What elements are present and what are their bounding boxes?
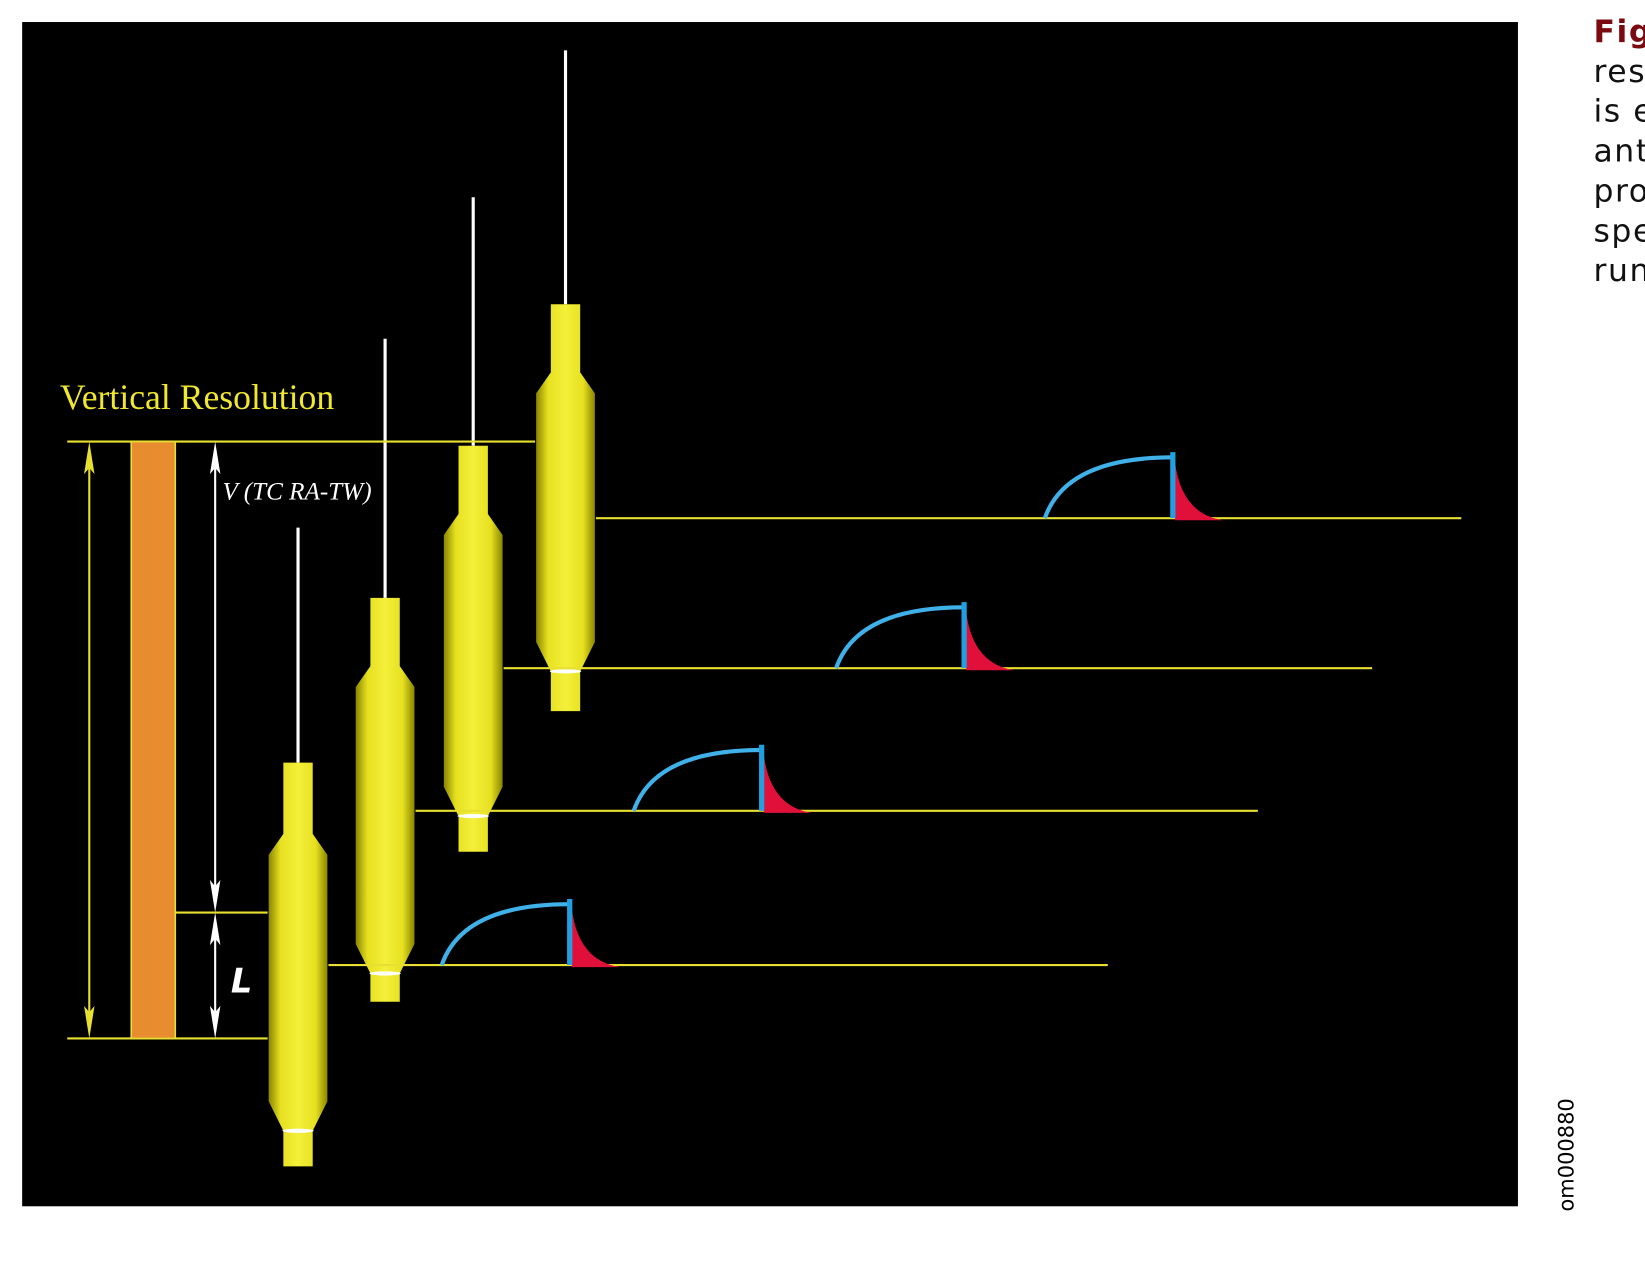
tool-body: [355, 597, 415, 1002]
caption-line: res: [1593, 54, 1645, 90]
arc: [834, 605, 965, 669]
response: [328, 898, 1108, 968]
tools: [268, 50, 1462, 1167]
figure-code: om000880: [1555, 1098, 1579, 1211]
white-arrows: [209, 441, 221, 1039]
arc: [631, 747, 762, 812]
tool: [355, 338, 415, 1002]
caption-line: Fig: [1593, 14, 1645, 50]
decay: [1174, 461, 1224, 521]
v-label: V (TC RA-TW): [223, 478, 372, 505]
decay: [763, 754, 813, 813]
l-label: L: [231, 961, 252, 1000]
response: [595, 452, 1462, 521]
tool: [536, 50, 595, 712]
decay: [966, 611, 1015, 671]
response: [415, 744, 1258, 813]
tool-ring: [282, 1128, 314, 1133]
caption-line: pro: [1593, 173, 1645, 209]
tool: [268, 527, 328, 1167]
caption-line: is e: [1593, 94, 1645, 130]
tool-body: [268, 762, 328, 1167]
decay: [571, 908, 621, 968]
tool-ring: [457, 813, 489, 819]
yellow-arrow: [84, 441, 95, 1039]
resolution-bar: [130, 440, 177, 1040]
caption-line: run: [1593, 253, 1645, 289]
arc: [1042, 455, 1173, 519]
tool-ring: [369, 971, 401, 976]
panel: [22, 22, 1518, 1207]
response: [503, 602, 1373, 671]
caption-line: ant: [1593, 134, 1645, 170]
caption-line: spe: [1593, 213, 1645, 249]
tool-ring: [549, 669, 582, 674]
tool: [443, 197, 503, 852]
tool-body: [443, 445, 503, 852]
figure-label: Vertical Resolution: [60, 377, 334, 417]
tool-body: [536, 304, 595, 712]
arc: [439, 902, 570, 966]
